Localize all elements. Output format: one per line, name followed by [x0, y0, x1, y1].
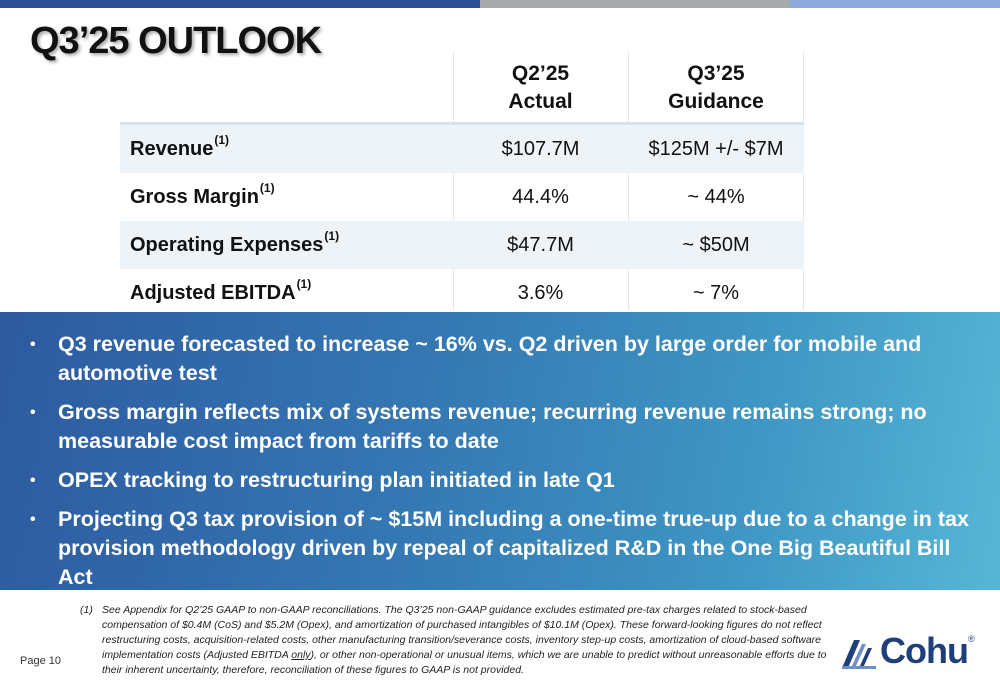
row-label-text: Adjusted EBITDA: [130, 282, 296, 304]
row-label: Adjusted EBITDA(1): [130, 269, 311, 317]
bullet-text: Q3 revenue forecasted to increase ~ 16% …: [58, 332, 922, 385]
list-item: • Q3 revenue forecasted to increase ~ 16%…: [30, 330, 980, 388]
footnote-text: See Appendix for Q2’25 GAAP to non-GAAP …: [102, 603, 840, 678]
row-label-text: Gross Margin: [130, 186, 259, 208]
list-item: • Projecting Q3 tax provision of ~ $15M i…: [30, 505, 980, 592]
row-label-text: Revenue: [130, 138, 214, 160]
header-line: Q2’25: [511, 62, 570, 85]
outlook-table: Q2’25 Actual Q3’25 Guidance Revenue(1) $…: [120, 52, 804, 317]
row-label: Gross Margin(1): [130, 173, 275, 221]
footnote: (1) See Appendix for Q2’25 GAAP to non-G…: [80, 603, 840, 678]
header-line: Q3’25: [687, 62, 745, 85]
table-row: Gross Margin(1) 44.4% ~ 44%: [120, 173, 804, 221]
guidance-value: $125M +/- $7M: [648, 138, 784, 160]
bullet-marker: •: [30, 472, 36, 489]
column-divider: [803, 52, 804, 310]
slide-title: Q3’25 OUTLOOK: [30, 20, 322, 62]
top-bar-segment-blue: [0, 0, 480, 8]
header-line: Actual: [508, 90, 573, 113]
guidance-value: ~ $50M: [682, 234, 750, 256]
table-row: Adjusted EBITDA(1) 3.6% ~ 7%: [120, 269, 804, 317]
row-label: Operating Expenses(1): [130, 221, 339, 269]
commentary-list: • Q3 revenue forecasted to increase ~ 16%…: [30, 330, 980, 602]
guidance-value: ~ 44%: [687, 186, 745, 208]
bullet-text: Projecting Q3 tax provision of ~ $15M in…: [58, 507, 969, 589]
header-q3-guidance: Q3’25 Guidance: [628, 60, 804, 116]
top-bar-segment-light-blue: [790, 0, 1000, 8]
column-divider: [628, 52, 629, 310]
commentary-band: [0, 312, 1000, 590]
footnote-ref: (1): [296, 277, 312, 291]
list-item: • OPEX tracking to restructuring plan ini…: [30, 466, 980, 495]
actual-value: $107.7M: [501, 138, 580, 160]
actual-value: 44.4%: [512, 186, 569, 208]
footnote-underlined: only: [291, 649, 311, 661]
logo-wordmark: Cohu: [880, 630, 969, 671]
header-line: Guidance: [668, 90, 764, 113]
table-row: Revenue(1) $107.7M $125M +/- $7M: [120, 125, 804, 173]
top-bar-segment-gray: [480, 0, 790, 8]
bullet-marker: •: [30, 511, 36, 528]
footnote-text-part: See Appendix for Q2’25 GAAP to non-GAAP …: [102, 604, 822, 661]
table-header: Q2’25 Actual Q3’25 Guidance: [120, 52, 804, 125]
row-label: Revenue(1): [130, 125, 229, 173]
footnote-ref: (1): [259, 181, 275, 195]
footnote-ref: (1): [214, 133, 230, 147]
list-item: • Gross margin reflects mix of systems re…: [30, 398, 980, 456]
guidance-value: ~ 7%: [692, 282, 740, 304]
bullet-text: OPEX tracking to restructuring plan init…: [58, 468, 615, 492]
top-color-bar: [0, 0, 1000, 8]
column-divider: [453, 52, 454, 310]
actual-value: $47.7M: [507, 234, 574, 256]
footnote-number: (1): [80, 604, 93, 616]
bullet-text: Gross margin reflects mix of systems rev…: [58, 400, 927, 453]
header-q2-actual: Q2’25 Actual: [453, 60, 628, 116]
page-number: Page 10: [20, 655, 61, 667]
footnote-text-part: ), or other non-operational or unusual i…: [102, 649, 827, 676]
table-row: Operating Expenses(1) $47.7M ~ $50M: [120, 221, 804, 269]
row-label-text: Operating Expenses: [130, 234, 324, 256]
bullet-marker: •: [30, 336, 36, 353]
cohu-logo-mark-icon: [842, 640, 876, 669]
actual-value: 3.6%: [517, 282, 564, 304]
footnote-ref: (1): [324, 229, 340, 243]
bullet-marker: •: [30, 404, 36, 421]
registered-mark: ®: [968, 634, 975, 644]
cohu-logo: Cohu ®: [840, 630, 980, 672]
